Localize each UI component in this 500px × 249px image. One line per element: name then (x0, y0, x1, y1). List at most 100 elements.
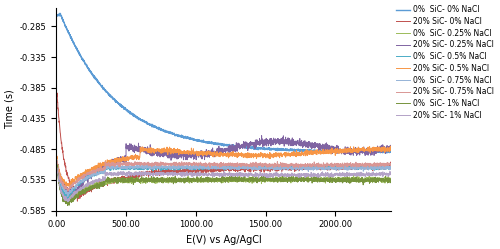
Line: 0%  SiC- 0.75% NaCl: 0% SiC- 0.75% NaCl (56, 161, 391, 197)
Line: 0%  SiC- 0.25% NaCl: 0% SiC- 0.25% NaCl (56, 163, 391, 200)
0%  SiC- 0.5% NaCl (206, 166, 212, 169)
20% SiC- 0.25% NaCl (100, 169, 105, 172)
0%  SiC- 0.25% NaCl (62, 196, 68, 199)
0%  SiC- 0% NaCl (206, 141, 212, 144)
20% SiC- 0.25% NaCl (337, 150, 343, 153)
0%  SiC- 0% NaCl (62, 25, 68, 28)
20% SiC- 1% NaCl (388, 173, 394, 176)
20% SiC- 0% NaCl (90, 186, 96, 189)
0%  SiC- 0% NaCl (90, 75, 96, 78)
0%  SiC- 0.5% NaCl (80, 181, 86, 184)
0%  SiC- 1% NaCl (54, 166, 60, 169)
20% SiC- 0.75% NaCl (80, 177, 86, 180)
20% SiC- 1% NaCl (337, 172, 343, 175)
0%  SiC- 0% NaCl (337, 149, 343, 152)
0%  SiC- 0% NaCl (100, 86, 105, 89)
20% SiC- 0.75% NaCl (62, 187, 68, 190)
20% SiC- 0% NaCl (388, 164, 394, 167)
20% SiC- 0% NaCl (337, 167, 343, 170)
0%  SiC- 0.5% NaCl (388, 165, 394, 168)
0%  SiC- 0.75% NaCl (100, 169, 105, 172)
Line: 20% SiC- 0.5% NaCl: 20% SiC- 0.5% NaCl (56, 146, 391, 187)
Line: 20% SiC- 0% NaCl: 20% SiC- 0% NaCl (56, 92, 391, 201)
20% SiC- 0.75% NaCl (100, 167, 105, 170)
0%  SiC- 0.5% NaCl (62, 194, 68, 197)
0%  SiC- 0.75% NaCl (54, 159, 60, 162)
0%  SiC- 0.25% NaCl (100, 181, 105, 184)
0%  SiC- 0.75% NaCl (388, 167, 394, 170)
0%  SiC- 0.5% NaCl (54, 159, 60, 162)
0%  SiC- 0.25% NaCl (54, 161, 60, 164)
20% SiC- 0.5% NaCl (388, 145, 394, 148)
20% SiC- 1% NaCl (62, 197, 68, 200)
20% SiC- 0.75% NaCl (337, 163, 343, 166)
0%  SiC- 0% NaCl (54, 14, 60, 17)
20% SiC- 0% NaCl (74, 200, 80, 203)
Line: 0%  SiC- 0.5% NaCl: 0% SiC- 0.5% NaCl (56, 161, 391, 200)
20% SiC- 0% NaCl (54, 90, 60, 93)
Y-axis label: Time (s): Time (s) (4, 89, 14, 129)
Line: 0%  SiC- 1% NaCl: 0% SiC- 1% NaCl (56, 165, 391, 205)
0%  SiC- 0% NaCl (56, 12, 62, 15)
20% SiC- 0.5% NaCl (54, 156, 60, 159)
20% SiC- 0.25% NaCl (80, 184, 86, 187)
0%  SiC- 0.5% NaCl (90, 173, 96, 176)
20% SiC- 0.75% NaCl (388, 163, 394, 166)
0%  SiC- 0.25% NaCl (206, 178, 212, 181)
20% SiC- 0.5% NaCl (63, 186, 69, 189)
0%  SiC- 0% NaCl (382, 152, 388, 155)
0%  SiC- 1% NaCl (337, 179, 343, 182)
X-axis label: E(V) vs Ag/AgCl: E(V) vs Ag/AgCl (186, 235, 262, 245)
20% SiC- 0% NaCl (100, 181, 105, 184)
20% SiC- 0.5% NaCl (80, 172, 86, 175)
20% SiC- 0.75% NaCl (54, 158, 60, 161)
20% SiC- 0.5% NaCl (62, 181, 68, 184)
0%  SiC- 0.5% NaCl (65, 198, 71, 201)
0%  SiC- 1% NaCl (100, 183, 105, 186)
20% SiC- 0.25% NaCl (70, 196, 76, 199)
0%  SiC- 0.25% NaCl (80, 188, 86, 191)
20% SiC- 0.25% NaCl (54, 157, 60, 160)
20% SiC- 1% NaCl (206, 174, 212, 177)
0%  SiC- 0.75% NaCl (337, 166, 343, 169)
Line: 20% SiC- 1% NaCl: 20% SiC- 1% NaCl (56, 168, 391, 202)
20% SiC- 0.5% NaCl (90, 168, 96, 171)
0%  SiC- 0.25% NaCl (54, 164, 60, 167)
0%  SiC- 0.75% NaCl (65, 195, 71, 198)
20% SiC- 1% NaCl (90, 182, 96, 185)
20% SiC- 0.25% NaCl (206, 154, 212, 157)
20% SiC- 0.5% NaCl (337, 151, 343, 154)
0%  SiC- 0.5% NaCl (54, 160, 60, 163)
Line: 0%  SiC- 0% NaCl: 0% SiC- 0% NaCl (56, 13, 391, 153)
20% SiC- 0.25% NaCl (62, 186, 68, 189)
0%  SiC- 0.25% NaCl (388, 176, 394, 179)
0%  SiC- 1% NaCl (62, 202, 68, 205)
Line: 20% SiC- 0.25% NaCl: 20% SiC- 0.25% NaCl (56, 136, 391, 198)
20% SiC- 0% NaCl (62, 165, 68, 168)
0%  SiC- 0.75% NaCl (62, 191, 68, 194)
0%  SiC- 0.75% NaCl (80, 180, 86, 183)
0%  SiC- 0.25% NaCl (90, 185, 96, 188)
0%  SiC- 1% NaCl (64, 204, 70, 207)
0%  SiC- 0.5% NaCl (337, 166, 343, 169)
0%  SiC- 1% NaCl (388, 180, 394, 183)
Legend: 0%  SiC- 0% NaCl, 20% SiC- 0% NaCl, 0%  SiC- 0.25% NaCl, 20% SiC- 0.25% NaCl, 0%: 0% SiC- 0% NaCl, 20% SiC- 0% NaCl, 0% Si… (394, 4, 496, 121)
20% SiC- 0% NaCl (80, 192, 86, 195)
20% SiC- 0.25% NaCl (258, 134, 264, 137)
20% SiC- 1% NaCl (100, 177, 105, 180)
20% SiC- 0.5% NaCl (206, 150, 212, 153)
0%  SiC- 0% NaCl (80, 58, 86, 61)
0%  SiC- 1% NaCl (80, 189, 86, 192)
0%  SiC- 1% NaCl (90, 186, 96, 189)
20% SiC- 0.25% NaCl (388, 147, 394, 150)
0%  SiC- 0.75% NaCl (206, 167, 212, 170)
0%  SiC- 1% NaCl (206, 178, 212, 181)
20% SiC- 0.75% NaCl (206, 162, 212, 165)
Line: 20% SiC- 0.75% NaCl: 20% SiC- 0.75% NaCl (56, 160, 391, 191)
20% SiC- 0.5% NaCl (388, 149, 394, 152)
0%  SiC- 1% NaCl (54, 163, 60, 166)
0%  SiC- 0% NaCl (388, 150, 394, 153)
0%  SiC- 0.25% NaCl (337, 178, 343, 181)
20% SiC- 1% NaCl (80, 186, 86, 189)
0%  SiC- 0.75% NaCl (54, 160, 60, 163)
